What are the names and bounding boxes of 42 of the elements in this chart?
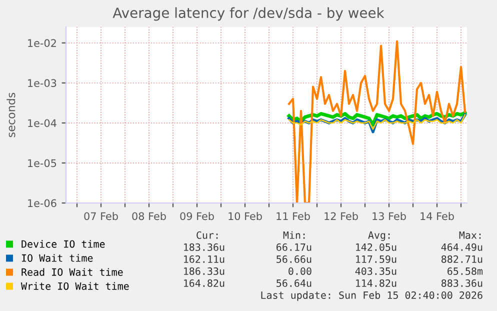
text: Min: [283, 231, 305, 239]
y-tick-label: 1e-03 [28, 79, 56, 88]
x-tick-label: 14 Feb [420, 212, 454, 220]
x-tick-label: 11 Feb [276, 212, 310, 220]
text: 883.36u [441, 279, 482, 287]
x-tick-label: 10 Feb [228, 212, 262, 220]
legend-label: Read IO Wait time [22, 268, 123, 276]
x-tick-label: 09 Feb [180, 212, 214, 220]
text: 56.64u [276, 279, 312, 287]
legend-label: Write IO Wait time [21, 282, 129, 290]
line-series [288, 114, 466, 130]
x-tick-label: 12 Feb [324, 212, 358, 220]
text: 114.82u [356, 279, 396, 287]
text: 0.00 [288, 267, 312, 275]
text: 142.05u [356, 243, 396, 251]
y-tick-label: 1e-02 [28, 39, 56, 48]
text: 464.49u [441, 243, 482, 251]
chart-title: Average latency for /dev/sda - by week [112, 7, 384, 21]
line-series [288, 40, 466, 203]
text: 162.11u [184, 255, 224, 263]
y-axis-title: seconds [6, 92, 16, 138]
text: 403.35u [355, 267, 396, 275]
y-tick-label: 1e-05 [28, 159, 56, 168]
text: 65.58m [448, 267, 483, 275]
text: Cur: [196, 231, 218, 239]
text: 66.17u [276, 243, 312, 251]
legend-label: Device IO time [22, 240, 105, 248]
text: Max: [459, 231, 481, 239]
y-tick-label: 1e-04 [28, 119, 56, 128]
x-tick-label: 08 Feb [132, 212, 166, 220]
text: 117.59u [356, 255, 396, 263]
text: 186.33u [184, 267, 224, 275]
text: Last update: Sun Feb 15 02:40:00 2026 [261, 291, 482, 301]
x-tick-label: 13 Feb [372, 212, 406, 220]
text: 882.71u [441, 255, 482, 263]
text: Avg: [368, 231, 390, 241]
x-tick-label: 07 Feb [84, 212, 118, 220]
text: 56.66u [276, 255, 312, 263]
text: 164.82u [184, 279, 224, 287]
y-tick-label: 1e-06 [28, 199, 56, 208]
text: 183.36u [184, 243, 224, 251]
legend-label: IO Wait time [22, 254, 93, 262]
